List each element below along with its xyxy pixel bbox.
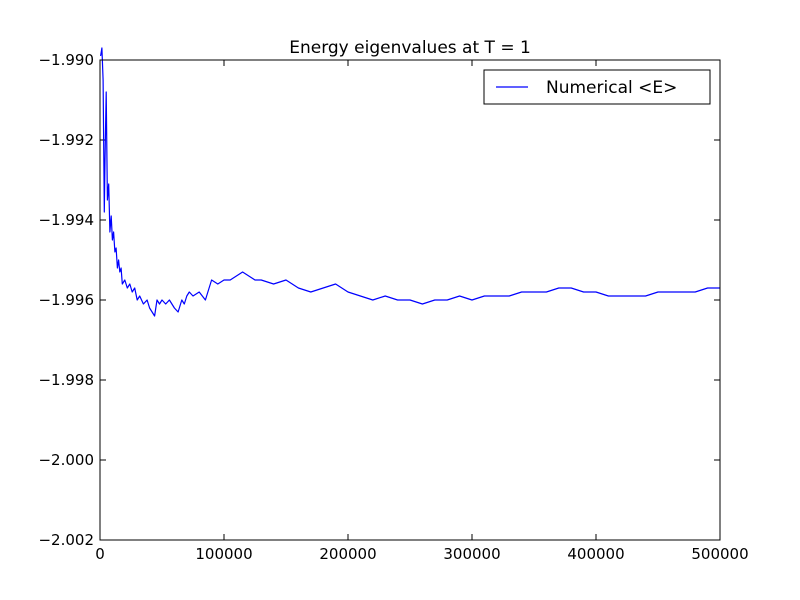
legend: Numerical <E> bbox=[483, 69, 711, 105]
y-tick-label: −1.994 bbox=[38, 211, 94, 229]
y-tick-label: −1.992 bbox=[38, 131, 94, 149]
plot-frame bbox=[99, 59, 721, 541]
axis-ticks: 0 100000 200000 300000 400000 500000 −2.002 −2.… bbox=[38, 51, 748, 563]
x-tick-label: 500000 bbox=[691, 545, 748, 563]
x-tick-label: 200000 bbox=[319, 545, 376, 563]
y-tick-label: −1.990 bbox=[38, 51, 94, 69]
y-tick-label: −2.000 bbox=[38, 451, 94, 469]
y-tick-label: −2.002 bbox=[38, 531, 94, 549]
x-tick-label: 100000 bbox=[195, 545, 252, 563]
legend-label: Numerical <E> bbox=[546, 78, 677, 98]
y-tick-label: −1.996 bbox=[38, 291, 94, 309]
x-tick-label: 300000 bbox=[443, 545, 500, 563]
x-tick-label: 0 bbox=[95, 545, 105, 563]
y-tick-label: −1.998 bbox=[38, 371, 94, 389]
series-layer bbox=[100, 47, 720, 317]
chart-title: Energy eigenvalues at T = 1 bbox=[289, 38, 531, 58]
series-line-0 bbox=[100, 47, 720, 317]
x-tick-label: 400000 bbox=[567, 545, 624, 563]
